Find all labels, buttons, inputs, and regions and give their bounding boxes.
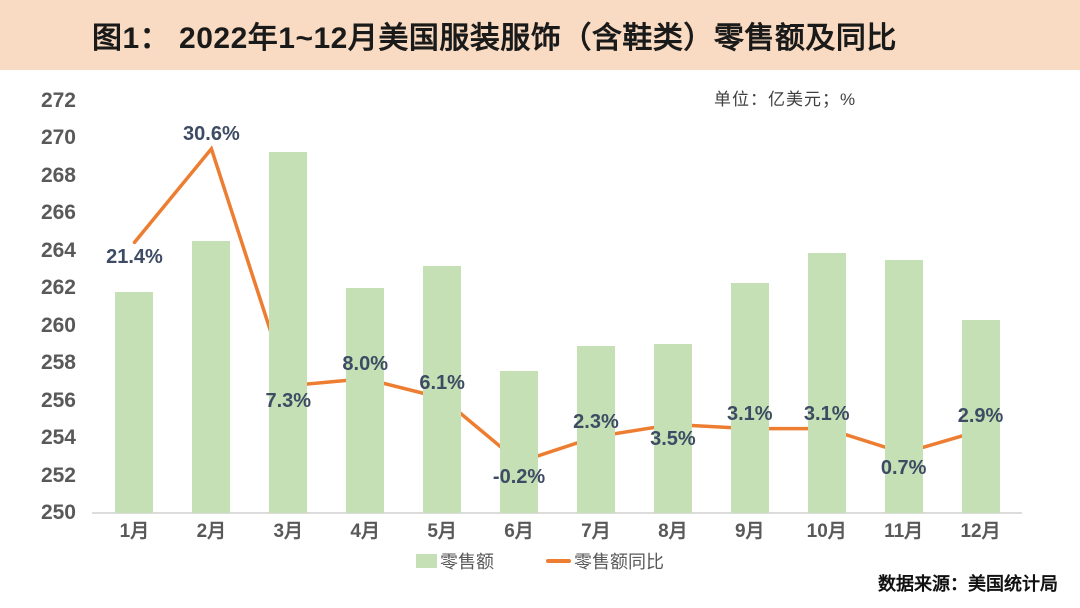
y-axis-tick-254: 254 [40, 426, 76, 450]
y-axis-tick-266: 266 [40, 201, 76, 225]
line-swatch-icon [546, 559, 571, 563]
y-axis-tick-256: 256 [40, 388, 76, 412]
yoy-label-5月: 6.1% [419, 372, 465, 395]
yoy-label-4月: 8.0% [342, 352, 388, 375]
bar-swatch-icon [416, 554, 437, 568]
bar-2月 [192, 241, 231, 513]
bar-8月 [653, 344, 692, 513]
legend-label-yoy: 零售额同比 [574, 552, 664, 572]
x-axis-label-7月: 7月 [581, 521, 611, 542]
chart-header: 图1： 2022年1~12月美国服装服饰（含鞋类）零售额及同比 [0, 0, 1080, 70]
x-axis-label-9月: 9月 [734, 521, 765, 542]
unit-label: 单位：亿美元；% [714, 90, 857, 109]
data-source: 数据来源：美国统计局 [878, 574, 1058, 594]
bar-3月 [269, 151, 308, 513]
bar-4月 [346, 288, 385, 513]
legend-item-retail-sales: 零售额 [416, 548, 494, 574]
x-axis-label-3月: 3月 [273, 521, 304, 542]
y-axis-tick-270: 270 [40, 126, 76, 150]
yoy-label-3月: 7.3% [265, 389, 312, 412]
chart-title: 图1： 2022年1~12月美国服装服饰（含鞋类）零售额及同比 [92, 22, 897, 55]
yoy-label-7月: 2.3% [573, 410, 619, 433]
x-axis-label-8月: 8月 [658, 521, 688, 542]
chart-legend: 零售额 零售额同比 [0, 549, 1080, 573]
y-axis-tick-262: 262 [40, 276, 76, 300]
yoy-label-11月: 0.7% [880, 456, 927, 479]
x-axis-label-1月: 1月 [119, 521, 150, 542]
yoy-label-9月: 3.1% [726, 402, 773, 425]
yoy-label-8月: 3.5% [650, 428, 696, 451]
legend-item-yoy: 零售额同比 [546, 548, 664, 574]
bar-6月 [500, 370, 539, 513]
bar-12月 [961, 320, 1000, 513]
y-axis-tick-264: 264 [40, 238, 76, 262]
yoy-label-6月: -0.2% [492, 466, 546, 489]
y-axis-tick-260: 260 [40, 313, 76, 337]
bar-10月 [807, 252, 846, 513]
yoy-label-12月: 2.9% [957, 404, 1004, 427]
bar-9月 [730, 282, 769, 513]
yoy-label-10月: 3.1% [803, 402, 850, 425]
x-axis-label-5月: 5月 [427, 521, 457, 542]
yoy-label-1月: 21.4% [106, 246, 163, 269]
y-axis-tick-250: 250 [40, 501, 76, 524]
y-axis-tick-252: 252 [40, 463, 76, 487]
x-axis-label-2月: 2月 [196, 521, 227, 542]
yoy-label-2月: 30.6% [183, 122, 240, 145]
legend-label-retail-sales: 零售额 [440, 552, 494, 572]
bar-11月 [884, 260, 923, 513]
bar-1月 [115, 292, 154, 513]
x-axis-label-11月: 11月 [884, 521, 924, 542]
y-axis-tick-272: 272 [40, 89, 76, 112]
x-axis-label-10月: 10月 [806, 521, 847, 542]
x-axis-label-12月: 12月 [960, 521, 1001, 542]
bar-5月 [423, 265, 462, 513]
y-axis-tick-268: 268 [40, 163, 76, 187]
y-axis-tick-258: 258 [40, 351, 76, 375]
x-axis-label-4月: 4月 [350, 521, 380, 542]
x-axis-line [92, 512, 1022, 514]
x-axis-label-6月: 6月 [504, 521, 534, 542]
bar-7月 [576, 346, 615, 513]
